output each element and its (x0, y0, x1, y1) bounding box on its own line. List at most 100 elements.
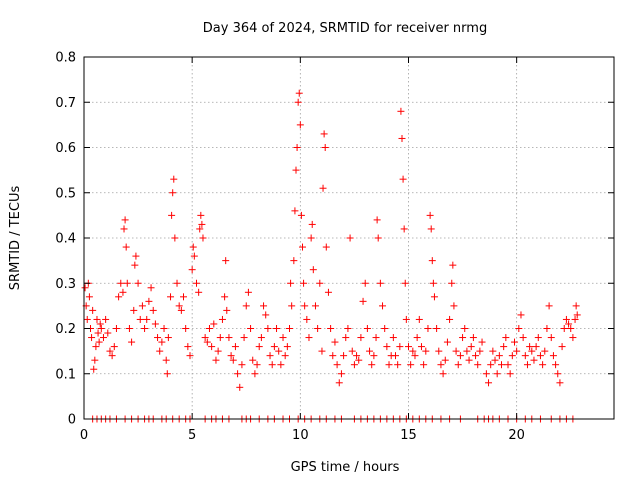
data-point (456, 352, 464, 360)
data-point (119, 288, 127, 296)
data-point (89, 306, 97, 314)
data-point (467, 343, 475, 351)
data-point (170, 175, 178, 183)
data-point (319, 184, 327, 192)
data-point (404, 343, 412, 351)
data-point (567, 325, 575, 332)
data-point (321, 144, 329, 151)
data-point (530, 356, 538, 364)
data-point (132, 252, 140, 260)
data-point (251, 370, 259, 378)
data-point (266, 352, 274, 360)
data-point (420, 361, 428, 369)
data-point (394, 361, 402, 369)
data-point (281, 352, 289, 360)
data-point (320, 130, 328, 138)
data-point (370, 352, 378, 360)
data-point (175, 302, 183, 310)
data-point (120, 225, 128, 233)
data-point (93, 315, 101, 323)
data-point (90, 365, 98, 373)
data-point (122, 243, 130, 251)
data-point (446, 315, 454, 323)
data-point (184, 343, 192, 351)
data-point (478, 338, 486, 346)
data-point (305, 334, 313, 342)
data-point (361, 279, 369, 287)
data-point (156, 347, 164, 355)
data-point (554, 370, 562, 378)
data-point (389, 334, 397, 342)
data-point (117, 279, 125, 287)
data-point (104, 329, 112, 337)
data-point (337, 370, 345, 378)
data-point (198, 220, 206, 228)
data-point (401, 279, 409, 287)
x-axis-label: GPS time / hours (291, 460, 400, 475)
data-point (547, 334, 555, 342)
data-point (279, 334, 287, 342)
data-point (203, 338, 211, 346)
data-point (188, 266, 196, 274)
data-point (293, 144, 301, 151)
data-point (296, 121, 304, 129)
data-point (216, 334, 224, 342)
data-point (363, 325, 371, 332)
data-point (571, 315, 579, 323)
data-point (560, 325, 568, 332)
data-point (288, 302, 296, 310)
data-point (171, 234, 179, 242)
data-point (397, 107, 405, 115)
data-point (173, 279, 181, 287)
data-point (189, 243, 197, 251)
x-tick-label: 10 (292, 428, 309, 443)
data-point (123, 279, 131, 287)
data-point (558, 343, 566, 351)
data-point (565, 320, 573, 328)
data-point (268, 361, 276, 369)
data-point (556, 379, 564, 387)
data-point (253, 361, 261, 369)
data-point (411, 352, 419, 360)
data-point (355, 356, 363, 364)
data-point (218, 315, 226, 323)
data-point (515, 325, 523, 332)
x-tick-label: 20 (508, 428, 525, 443)
data-point (102, 315, 110, 323)
y-axis-label: SRMTID / TECUs (8, 186, 23, 291)
data-point (536, 352, 544, 360)
data-point (108, 352, 116, 360)
data-point (136, 315, 144, 323)
data-point (523, 361, 531, 369)
data-point (346, 234, 354, 242)
data-point (242, 302, 250, 310)
data-point (443, 338, 451, 346)
data-point (541, 347, 549, 355)
data-point (190, 252, 198, 260)
data-point (106, 347, 114, 355)
data-point (324, 288, 332, 296)
data-point (372, 334, 380, 342)
data-point (500, 343, 508, 351)
data-point (506, 370, 514, 378)
data-point (373, 216, 381, 224)
data-point (297, 211, 305, 219)
data-point (437, 361, 445, 369)
data-point (303, 315, 311, 323)
data-point (151, 320, 159, 328)
data-point (201, 334, 209, 342)
y-tick-label: 0.8 (55, 51, 76, 66)
data-point (290, 257, 298, 265)
data-point (300, 279, 308, 287)
data-point (510, 338, 518, 346)
data-point (350, 361, 358, 369)
y-tick-label: 0.7 (55, 96, 76, 111)
data-point (309, 266, 317, 274)
data-point (131, 261, 139, 269)
data-point (255, 343, 263, 351)
data-point (195, 288, 203, 296)
data-point (225, 334, 233, 342)
data-point (160, 325, 168, 332)
data-point (112, 325, 120, 332)
data-point (92, 343, 100, 351)
